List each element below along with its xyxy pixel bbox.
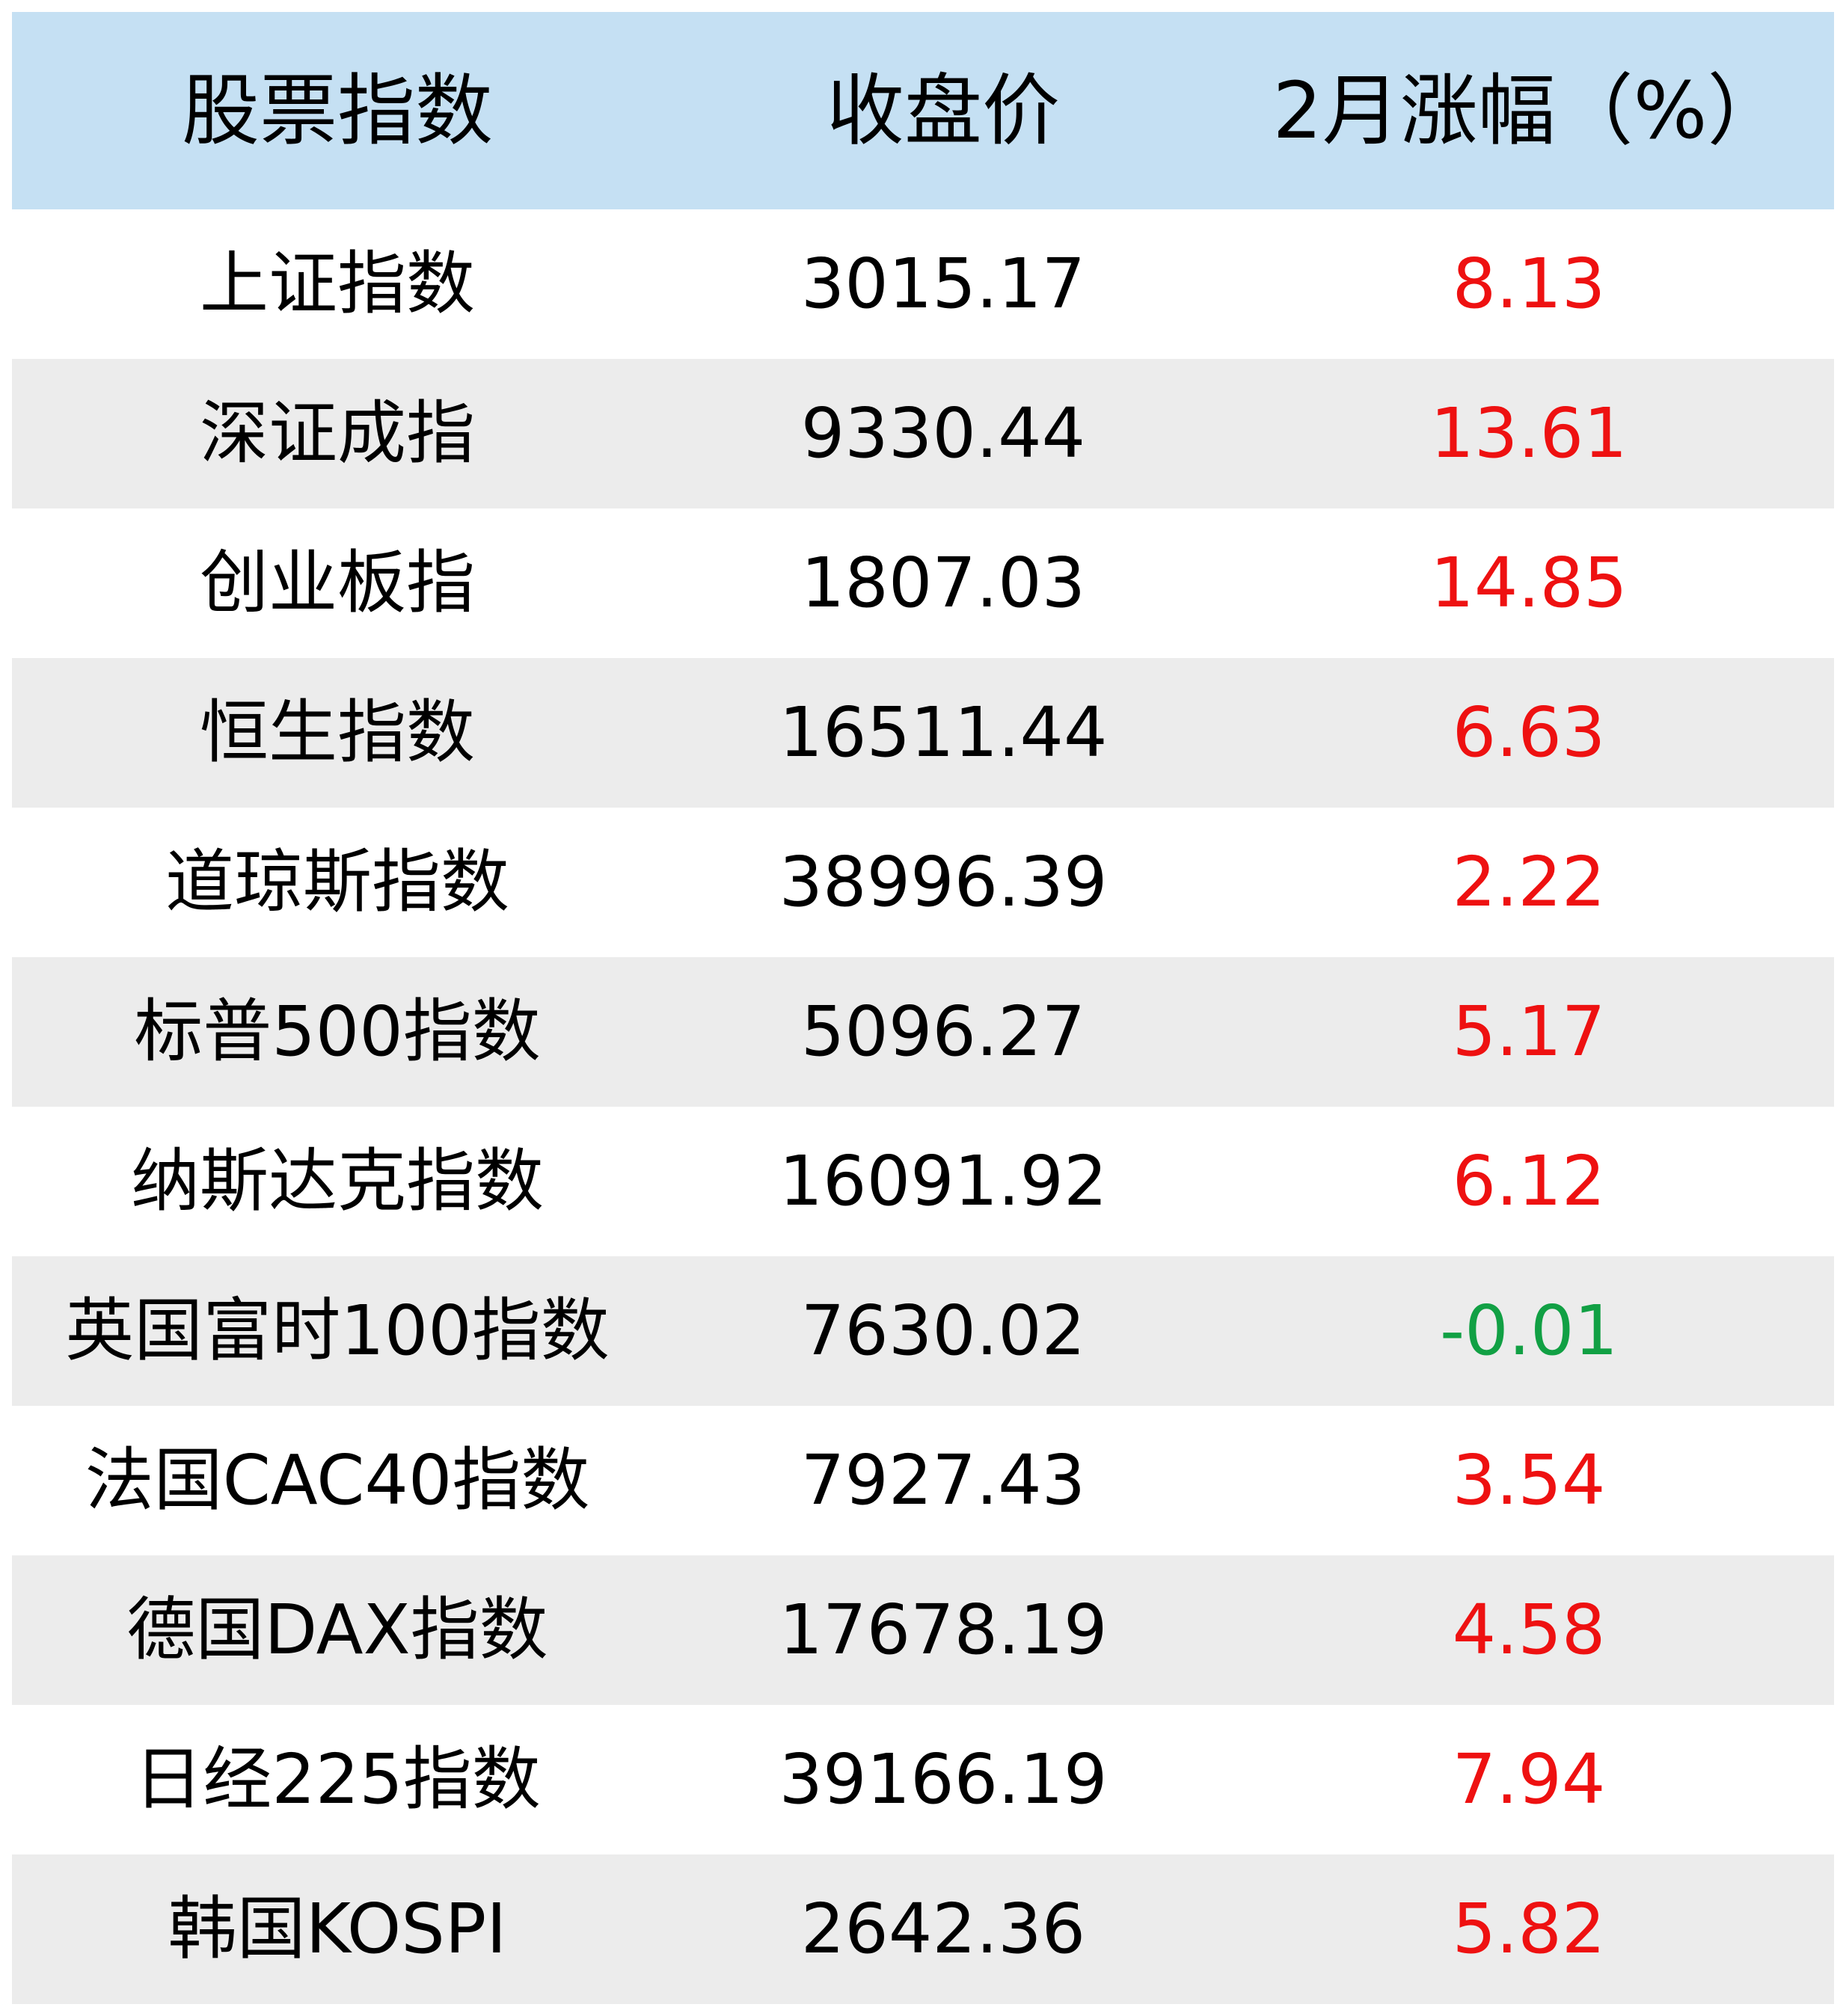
index-name-cell: 标普500指数 xyxy=(134,992,541,1072)
index-table: 股票指数 收盘价 2月涨幅（%） 上证指数 3015.17 8.13 深证成指 9330… xyxy=(12,12,1834,2004)
close-price-cell: 7927.43 xyxy=(800,1440,1086,1520)
table-header: 股票指数 收盘价 2月涨幅（%） xyxy=(12,12,1834,209)
table-row: 英国富时100指数 7630.02 -0.01 xyxy=(12,1256,1834,1406)
index-name-cell: 德国DAX指数 xyxy=(126,1590,548,1670)
index-name-cell: 韩国KOSPI xyxy=(168,1889,507,1969)
index-name-cell: 创业板指 xyxy=(199,543,475,623)
close-price-cell: 16511.44 xyxy=(779,692,1108,772)
index-name-cell: 日经225指数 xyxy=(134,1739,541,1819)
table-row: 创业板指 1807.03 14.85 xyxy=(12,508,1834,658)
close-price-cell: 3015.17 xyxy=(800,244,1086,324)
table-row: 纳斯达克指数 16091.92 6.12 xyxy=(12,1107,1834,1256)
table-body: 上证指数 3015.17 8.13 深证成指 9330.44 13.61 创业板指 1807.… xyxy=(12,209,1834,2004)
close-price-cell: 38996.39 xyxy=(779,842,1108,922)
close-price-cell: 39166.19 xyxy=(779,1739,1108,1819)
change-percent-cell: 4.58 xyxy=(1452,1590,1606,1670)
table-row: 恒生指数 16511.44 6.63 xyxy=(12,658,1834,808)
change-percent-cell: 14.85 xyxy=(1430,543,1628,623)
table-row: 日经225指数 39166.19 7.94 xyxy=(12,1705,1834,1854)
close-price-cell: 2642.36 xyxy=(800,1889,1086,1969)
header-index-name: 股票指数 xyxy=(181,65,493,156)
change-percent-cell: 5.17 xyxy=(1452,992,1606,1072)
table-row: 上证指数 3015.17 8.13 xyxy=(12,209,1834,359)
close-price-cell: 9330.44 xyxy=(800,393,1086,473)
table-row: 标普500指数 5096.27 5.17 xyxy=(12,957,1834,1107)
index-name-cell: 深证成指 xyxy=(199,393,475,473)
index-name-cell: 纳斯达克指数 xyxy=(130,1141,544,1221)
index-name-cell: 英国富时100指数 xyxy=(65,1291,610,1371)
header-february-change: 2月涨幅（%） xyxy=(1272,65,1785,156)
change-percent-cell: 6.63 xyxy=(1452,692,1606,772)
change-percent-cell: -0.01 xyxy=(1439,1291,1619,1371)
header-close-price: 收盘价 xyxy=(826,65,1060,156)
table-row: 法国CAC40指数 7927.43 3.54 xyxy=(12,1406,1834,1555)
change-percent-cell: 13.61 xyxy=(1430,393,1628,473)
table-row: 深证成指 9330.44 13.61 xyxy=(12,359,1834,508)
close-price-cell: 16091.92 xyxy=(779,1141,1108,1221)
close-price-cell: 7630.02 xyxy=(800,1291,1086,1371)
index-name-cell: 道琼斯指数 xyxy=(165,842,509,922)
table-row: 道琼斯指数 38996.39 2.22 xyxy=(12,808,1834,957)
change-percent-cell: 3.54 xyxy=(1452,1440,1606,1520)
change-percent-cell: 7.94 xyxy=(1452,1739,1606,1819)
close-price-cell: 17678.19 xyxy=(779,1590,1108,1670)
table-row: 韩国KOSPI 2642.36 5.82 xyxy=(12,1854,1834,2004)
index-name-cell: 上证指数 xyxy=(199,244,475,324)
change-percent-cell: 8.13 xyxy=(1452,244,1606,324)
change-percent-cell: 5.82 xyxy=(1452,1889,1606,1969)
table-row: 德国DAX指数 17678.19 4.58 xyxy=(12,1555,1834,1705)
index-name-cell: 法国CAC40指数 xyxy=(85,1440,590,1520)
change-percent-cell: 2.22 xyxy=(1452,842,1606,922)
close-price-cell: 1807.03 xyxy=(800,543,1086,623)
close-price-cell: 5096.27 xyxy=(800,992,1086,1072)
index-name-cell: 恒生指数 xyxy=(199,692,475,772)
change-percent-cell: 6.12 xyxy=(1452,1141,1606,1221)
